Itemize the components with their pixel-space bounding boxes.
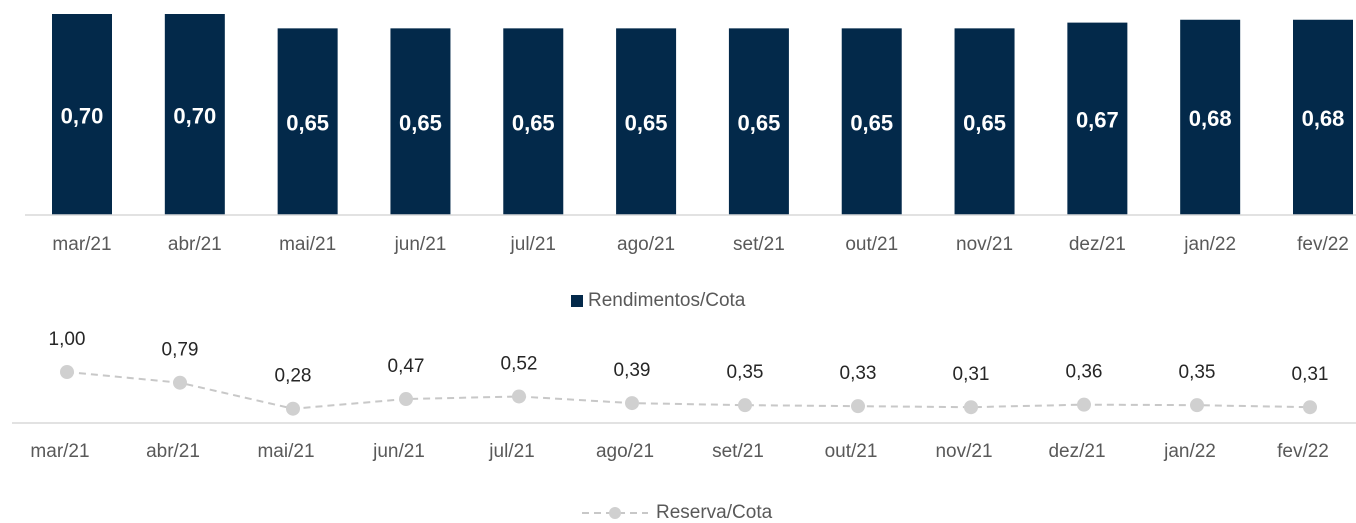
point-label: 0,28: [275, 366, 312, 387]
x-tick-label: jun/21: [394, 234, 447, 255]
line: [66, 371, 1311, 410]
point-label: 0,33: [840, 363, 877, 384]
x-tick-label: ago/21: [617, 234, 675, 255]
point-label: 0,35: [727, 362, 764, 383]
bar-value-label: 0,70: [173, 103, 216, 128]
point-label: 0,31: [953, 364, 990, 385]
x-tick-label: ago/21: [596, 441, 654, 462]
bar-value-label: 0,70: [61, 103, 104, 128]
bar-value-label: 0,68: [1189, 106, 1232, 131]
bar: [616, 28, 677, 215]
bar-value-label: 0,67: [1076, 108, 1119, 133]
point: [738, 398, 752, 413]
x-tick-label: mar/21: [52, 234, 111, 255]
legend-label: Rendimentos/Cota: [588, 290, 746, 311]
x-tick-label: dez/21: [1069, 234, 1126, 255]
point: [512, 389, 526, 404]
x-tick-label: fev/22: [1297, 234, 1349, 255]
bar: [1293, 19, 1353, 215]
x-tick-label: mai/21: [279, 234, 336, 255]
point: [1190, 398, 1204, 413]
point-label: 1,00: [49, 329, 86, 350]
bar-value-label: 0,65: [625, 110, 668, 135]
x-tick-label: mar/21: [30, 441, 89, 462]
point: [399, 392, 413, 407]
point: [625, 396, 639, 411]
point-label: 0,47: [388, 356, 425, 377]
bar: [1180, 19, 1241, 215]
bar: [277, 28, 338, 215]
x-tick-label: fev/22: [1277, 441, 1329, 462]
x-tick-label: out/21: [825, 441, 878, 462]
point-label: 0,79: [162, 340, 199, 361]
bar: [52, 14, 112, 215]
point: [964, 400, 978, 415]
bar-value-label: 0,68: [1302, 106, 1345, 131]
x-tick-label: jan/22: [1163, 441, 1216, 462]
bar-value-label: 0,65: [286, 110, 329, 135]
legend-label: Reserva/Cota: [656, 502, 773, 523]
point-label: 0,35: [1179, 362, 1216, 383]
x-tick-label: jun/21: [372, 441, 425, 462]
point-label: 0,36: [1066, 362, 1103, 383]
bar: [841, 28, 902, 215]
bar: [390, 28, 451, 215]
legend-swatch: [571, 295, 583, 307]
x-tick-label: set/21: [712, 441, 764, 462]
legend-marker: [609, 507, 621, 519]
point-label: 0,31: [1292, 364, 1329, 385]
x-tick-label: dez/21: [1048, 441, 1105, 462]
bar: [728, 28, 789, 215]
point: [173, 375, 187, 390]
x-tick-label: abr/21: [146, 441, 200, 462]
bar: [164, 14, 225, 215]
point-label: 0,39: [614, 360, 651, 381]
bar: [503, 28, 564, 215]
point: [286, 401, 300, 416]
bar-value-label: 0,65: [399, 110, 442, 135]
point: [1077, 397, 1091, 412]
x-tick-label: abr/21: [168, 234, 222, 255]
bar-value-label: 0,65: [963, 110, 1006, 135]
x-tick-label: nov/21: [956, 234, 1013, 255]
bar: [954, 28, 1015, 215]
bar-value-label: 0,65: [512, 110, 555, 135]
x-tick-label: jan/22: [1183, 234, 1236, 255]
x-tick-label: mai/21: [257, 441, 314, 462]
bar-value-label: 0,65: [737, 110, 780, 135]
point: [60, 365, 74, 379]
point: [851, 399, 865, 414]
x-tick-label: out/21: [845, 234, 898, 255]
x-tick-label: set/21: [733, 234, 785, 255]
x-tick-label: jul/21: [510, 234, 556, 255]
point: [1303, 400, 1317, 415]
bar: [1067, 22, 1128, 215]
x-tick-label: jul/21: [488, 441, 534, 462]
point-label: 0,52: [501, 353, 538, 374]
bar-value-label: 0,65: [850, 110, 893, 135]
x-tick-label: nov/21: [935, 441, 992, 462]
